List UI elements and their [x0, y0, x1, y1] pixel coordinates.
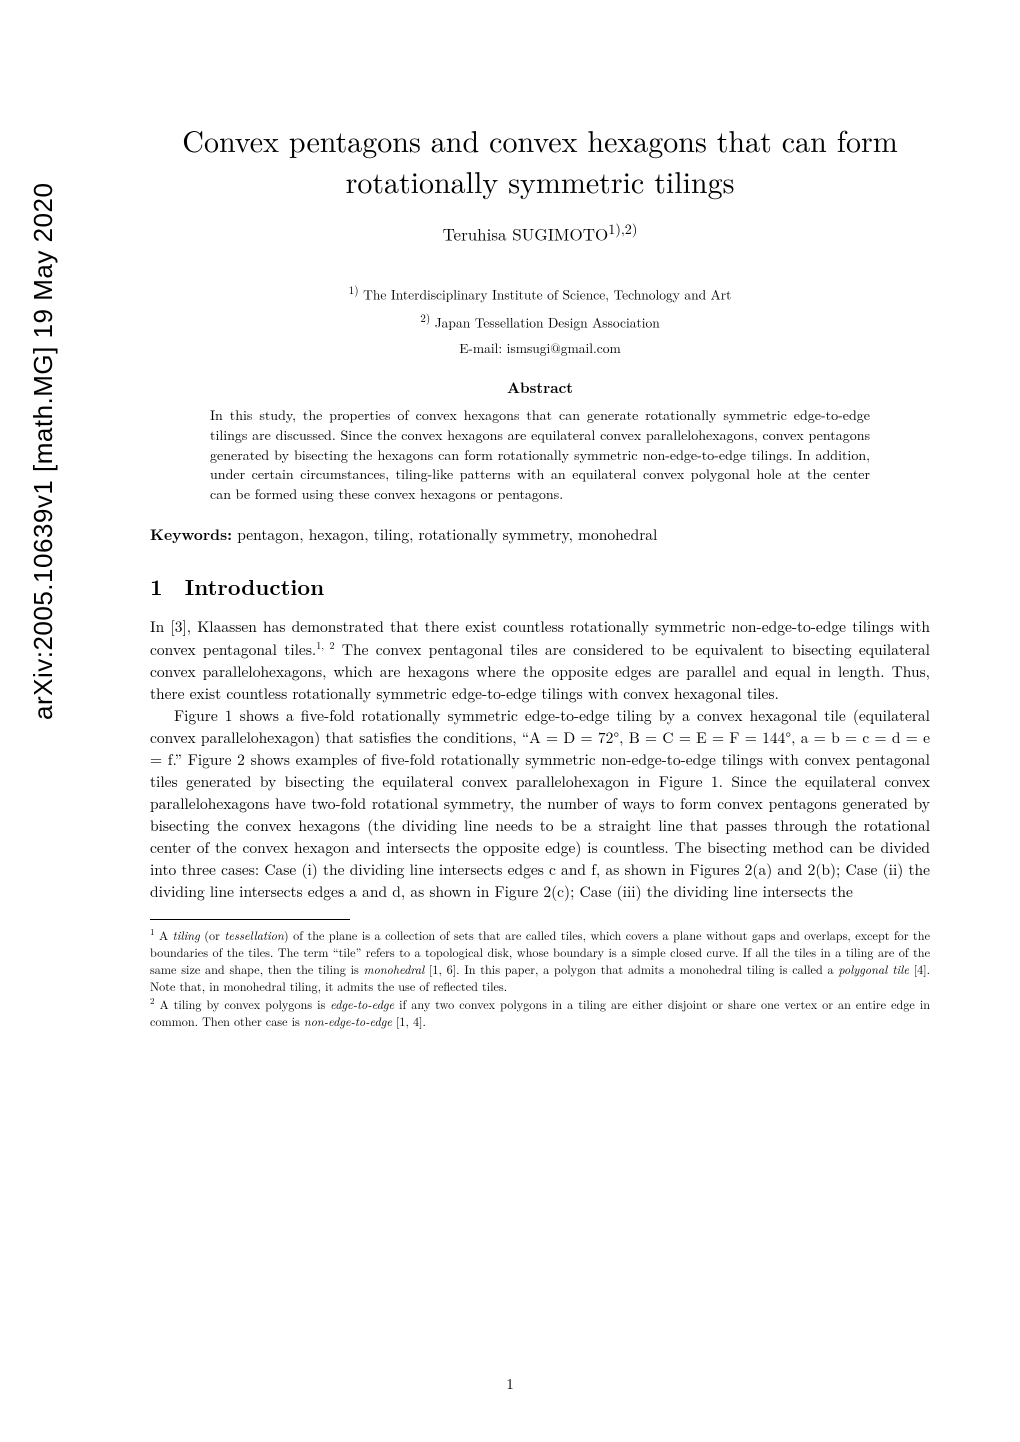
page-number: 1 [0, 1373, 1020, 1394]
title-line-1: Convex pentagons and convex hexagons tha… [182, 118, 897, 161]
fn1-it1: tiling [173, 927, 200, 945]
footnote-rule [150, 919, 350, 920]
footnote-2: 2 A tiling by convex polygons is edge-to… [150, 995, 930, 1030]
affil1-text: The Interdisciplinary Institute of Scien… [359, 284, 732, 303]
fn1-b: (or [200, 927, 225, 945]
fn2-a: A tiling by convex polygons is [155, 995, 331, 1013]
affil2-sup: 2) [420, 310, 430, 326]
fn1-d: [1, 6]. In this paper, a polygon that ad… [424, 960, 838, 978]
author-name: Teruhisa SUGIMOTO [443, 222, 609, 246]
abstract-body: In this study, the properties of convex … [210, 406, 870, 504]
page-content: Convex pentagons and convex hexagons tha… [150, 120, 930, 1030]
section-title: Introduction [185, 571, 324, 602]
para2-text: Figure 1 shows a five-fold rotationally … [150, 705, 930, 902]
fn1-it4: polygonal tile [838, 960, 909, 978]
author-line: Teruhisa SUGIMOTO1),2) [150, 219, 930, 246]
affiliation-2: 2) Japan Tessellation Design Association [150, 310, 930, 332]
paper-title: Convex pentagons and convex hexagons tha… [150, 120, 930, 201]
arxiv-stamp: arXiv:2005.10639v1 [math.MG] 19 May 2020 [28, 183, 59, 720]
affiliation-1: 1) The Interdisciplinary Institute of Sc… [150, 282, 930, 304]
email-address: ismsugi@gmail.com [507, 338, 621, 357]
affil2-text: Japan Tessellation Design Association [430, 312, 660, 331]
section-heading: 1 Introduction [150, 571, 930, 602]
paragraph-2: Figure 1 shows a five-fold rotationally … [150, 705, 930, 903]
keywords-label: Keywords: [150, 522, 232, 545]
fn2-c: [1, 4]. [392, 1012, 426, 1030]
fn1-it3: monohedral [364, 960, 425, 978]
footnote-1: 1 A tiling (or tessellation) of the plan… [150, 926, 930, 994]
abstract-heading: Abstract [150, 377, 930, 398]
fn1-a: A [155, 927, 173, 945]
email-line: E-mail: ismsugi@gmail.com [150, 338, 930, 358]
title-line-2: rotationally symmetric tilings [346, 159, 735, 202]
keywords-text: pentagon, hexagon, tiling, rotationally … [232, 524, 657, 545]
fn1-it2: tessellation [224, 927, 284, 945]
email-label: E-mail: [459, 338, 506, 357]
fn2-it2: non-edge-to-edge [304, 1012, 392, 1030]
body-text: In [3], Klaassen has demonstrated that t… [150, 616, 930, 903]
fn2-it1: edge-to-edge [330, 995, 394, 1013]
section-number: 1 [150, 571, 163, 602]
affil1-sup: 1) [349, 282, 359, 298]
author-affil-sup: 1),2) [608, 219, 637, 239]
para1-footnote-mark: 1, 2 [316, 638, 334, 652]
paragraph-1: In [3], Klaassen has demonstrated that t… [150, 616, 930, 705]
keywords-line: Keywords: pentagon, hexagon, tiling, rot… [150, 522, 930, 545]
